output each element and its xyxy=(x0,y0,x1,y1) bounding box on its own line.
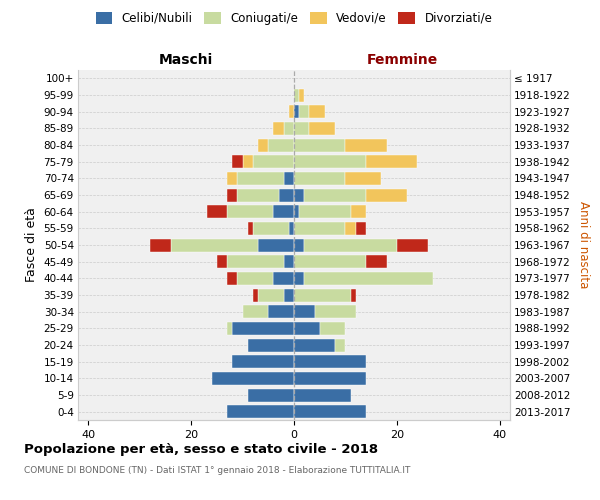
Bar xyxy=(227,272,238,285)
Bar xyxy=(238,172,284,185)
Bar xyxy=(248,222,253,235)
Bar xyxy=(346,222,356,235)
Bar xyxy=(268,305,294,318)
Bar xyxy=(294,222,346,235)
Bar xyxy=(304,188,366,202)
Bar xyxy=(346,172,382,185)
Bar xyxy=(284,255,294,268)
Bar xyxy=(294,388,350,402)
Bar xyxy=(299,105,310,118)
Bar xyxy=(310,105,325,118)
Bar xyxy=(289,222,294,235)
Bar xyxy=(150,238,170,252)
Bar xyxy=(284,288,294,302)
Bar xyxy=(294,238,304,252)
Legend: Celibi/Nubili, Coniugati/e, Vedovi/e, Divorziati/e: Celibi/Nubili, Coniugati/e, Vedovi/e, Di… xyxy=(92,8,496,28)
Bar xyxy=(299,88,304,102)
Text: Femmine: Femmine xyxy=(367,52,437,66)
Bar xyxy=(310,122,335,135)
Bar xyxy=(289,105,294,118)
Bar xyxy=(294,205,299,218)
Bar xyxy=(350,205,366,218)
Bar xyxy=(350,288,356,302)
Bar xyxy=(227,255,284,268)
Bar xyxy=(212,372,294,385)
Bar xyxy=(258,238,294,252)
Bar xyxy=(274,122,284,135)
Bar xyxy=(278,188,294,202)
Bar xyxy=(258,288,284,302)
Text: Maschi: Maschi xyxy=(159,52,213,66)
Bar xyxy=(242,155,253,168)
Bar xyxy=(248,388,294,402)
Bar xyxy=(304,272,433,285)
Bar xyxy=(346,138,386,151)
Bar xyxy=(217,255,227,268)
Bar xyxy=(238,272,274,285)
Bar xyxy=(232,322,294,335)
Bar xyxy=(294,138,346,151)
Bar xyxy=(335,338,346,351)
Bar xyxy=(294,322,320,335)
Bar xyxy=(294,88,299,102)
Bar xyxy=(294,255,366,268)
Bar xyxy=(206,205,227,218)
Bar xyxy=(366,155,418,168)
Bar xyxy=(294,355,366,368)
Bar xyxy=(227,172,238,185)
Bar xyxy=(397,238,428,252)
Bar xyxy=(227,322,232,335)
Bar xyxy=(253,288,258,302)
Bar xyxy=(227,188,238,202)
Text: COMUNE DI BONDONE (TN) - Dati ISTAT 1° gennaio 2018 - Elaborazione TUTTITALIA.IT: COMUNE DI BONDONE (TN) - Dati ISTAT 1° g… xyxy=(24,466,410,475)
Bar xyxy=(304,238,397,252)
Bar xyxy=(314,305,356,318)
Bar xyxy=(294,105,299,118)
Y-axis label: Fasce di età: Fasce di età xyxy=(25,208,38,282)
Bar xyxy=(248,338,294,351)
Bar xyxy=(294,122,310,135)
Bar xyxy=(320,322,346,335)
Bar xyxy=(294,272,304,285)
Bar xyxy=(227,405,294,418)
Bar xyxy=(294,155,366,168)
Bar xyxy=(294,338,335,351)
Bar xyxy=(253,155,294,168)
Bar xyxy=(294,288,350,302)
Bar xyxy=(284,172,294,185)
Text: Popolazione per età, sesso e stato civile - 2018: Popolazione per età, sesso e stato civil… xyxy=(24,442,378,456)
Bar xyxy=(274,205,294,218)
Bar xyxy=(227,205,274,218)
Bar xyxy=(366,255,386,268)
Y-axis label: Anni di nascita: Anni di nascita xyxy=(577,202,590,288)
Bar xyxy=(253,222,289,235)
Bar xyxy=(242,305,268,318)
Bar xyxy=(170,238,258,252)
Bar xyxy=(294,372,366,385)
Bar xyxy=(294,188,304,202)
Bar xyxy=(268,138,294,151)
Bar xyxy=(294,405,366,418)
Bar xyxy=(258,138,268,151)
Bar xyxy=(294,172,346,185)
Bar xyxy=(299,205,350,218)
Bar xyxy=(356,222,366,235)
Bar xyxy=(232,155,242,168)
Bar xyxy=(232,355,294,368)
Bar xyxy=(238,188,278,202)
Bar xyxy=(284,122,294,135)
Bar xyxy=(294,305,314,318)
Bar xyxy=(366,188,407,202)
Bar xyxy=(274,272,294,285)
